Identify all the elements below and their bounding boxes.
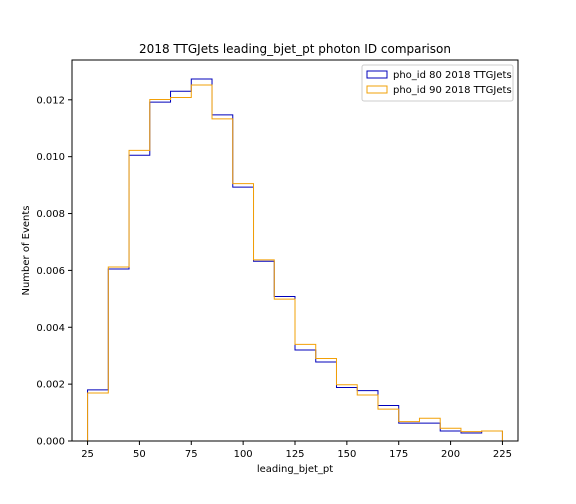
x-tick-label: 100	[234, 449, 253, 460]
legend-label-1: pho_id 80 2018 TTGJets	[393, 70, 512, 81]
legend-box	[361, 64, 514, 102]
legend: pho_id 80 2018 TTGJets pho_id 90 2018 TTG…	[361, 64, 514, 102]
legend-label-2: pho_id 90 2018 TTGJets	[393, 85, 512, 96]
legend-swatch-1	[366, 70, 388, 79]
x-axis-ticks: 25 50 75 100 125 150 175 200 225	[81, 441, 512, 460]
x-tick-label: 150	[337, 449, 356, 460]
series-2-bin	[171, 98, 192, 441]
series-2-bin	[254, 260, 275, 441]
series-2-bin	[482, 431, 503, 441]
series-2-bin	[108, 267, 129, 441]
y-tick-label: 0.002	[36, 380, 65, 391]
x-tick-label: 125	[285, 449, 304, 460]
y-tick-label: 0.012	[36, 95, 65, 106]
series-2-bin	[88, 393, 109, 441]
y-axis-label: Number of Events	[21, 205, 32, 295]
series-layer	[87, 78, 503, 441]
series-2-bin	[295, 344, 316, 441]
series-2-bin	[440, 428, 461, 441]
y-axis-ticks: 0.000 0.002 0.004 0.006 0.008 0.010 0.012	[36, 95, 72, 448]
series-2-bin	[357, 395, 378, 441]
chart-title: 2018 TTGJets leading_bjet_pt photon ID c…	[139, 42, 451, 56]
y-tick-label: 0.008	[36, 209, 65, 220]
series-2-bin	[399, 422, 420, 441]
series-2-bin	[129, 150, 150, 441]
series-2-bin	[461, 432, 482, 441]
legend-swatch-2	[366, 85, 388, 94]
series-2-bin	[316, 359, 337, 441]
series-2-bin	[274, 299, 295, 441]
plot-area	[71, 59, 519, 442]
x-tick-label: 225	[493, 449, 512, 460]
series-2-bin	[212, 119, 233, 441]
series-2-bin	[191, 85, 212, 441]
x-tick-label: 50	[133, 449, 146, 460]
y-tick-label: 0.010	[36, 152, 65, 163]
series-2-bin	[336, 385, 357, 441]
x-tick-label: 75	[185, 449, 198, 460]
y-tick-label: 0.006	[36, 266, 65, 277]
x-tick-label: 200	[441, 449, 460, 460]
series-2-bin	[419, 418, 440, 441]
axes-background	[72, 60, 518, 441]
y-tick-label: 0.000	[36, 437, 65, 448]
x-tick-label: 25	[81, 449, 94, 460]
y-tick-label: 0.004	[36, 323, 65, 334]
x-tick-label: 175	[389, 449, 408, 460]
series-2-bin	[378, 409, 399, 441]
series-2-step-line	[87, 84, 503, 441]
x-axis-label: leading_bjet_pt	[257, 464, 333, 475]
series-2-bin	[233, 184, 254, 441]
series-2-bin	[150, 100, 171, 441]
